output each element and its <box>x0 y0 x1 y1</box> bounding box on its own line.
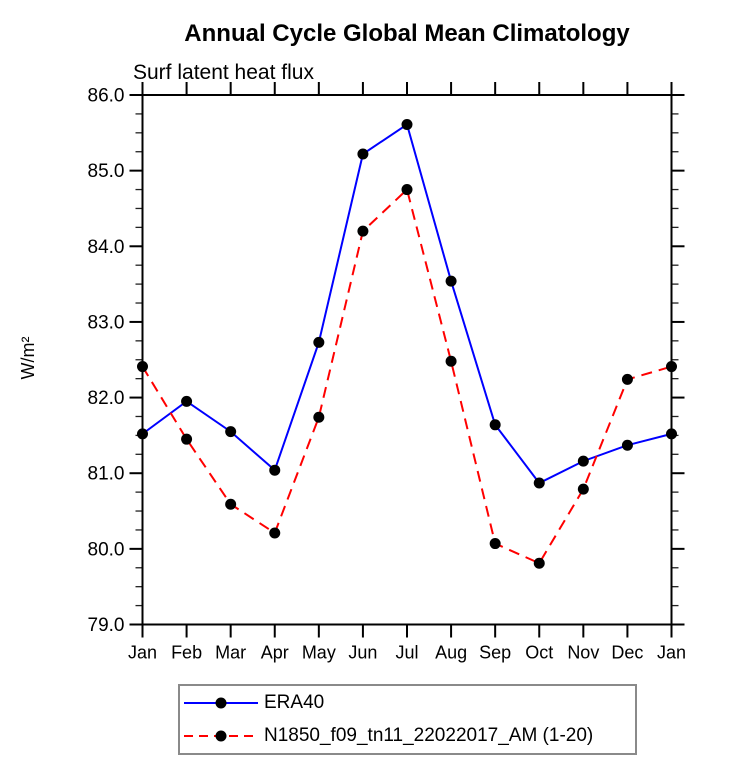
data-point-marker <box>533 557 545 569</box>
legend-item-label: N1850_f09_tn11_22022017_AM (1-20) <box>264 725 594 746</box>
data-point-marker <box>445 275 457 287</box>
data-point-marker <box>666 361 677 373</box>
plot-area: 79.0 80.0 81.0 82.0 83.0 84.0 85.0 86.0 Jan Feb Ma… <box>88 82 686 663</box>
data-point-marker <box>621 439 633 451</box>
data-point-marker <box>225 426 237 438</box>
axis-frame <box>141 94 673 626</box>
data-point-marker <box>445 355 457 367</box>
data-point-marker <box>225 498 237 510</box>
legend-swatch-solid-line <box>184 697 258 709</box>
data-point-marker <box>401 184 413 196</box>
x-tick-label: Mar <box>215 643 246 663</box>
x-tick-label: Aug <box>435 643 467 663</box>
legend-item-n1850: N1850_f09_tn11_22022017_AM (1-20) <box>180 721 635 752</box>
legend-item-label: ERA40 <box>264 692 325 713</box>
legend-item-era40: ERA40 <box>180 688 635 719</box>
x-tick-label: Jun <box>348 643 377 663</box>
x-tick-label: Jul <box>395 643 418 663</box>
data-point-marker <box>181 433 193 445</box>
data-point-marker <box>666 428 677 440</box>
chart-title: Annual Cycle Global Mean Climatology <box>184 20 630 47</box>
y-tick-label: 86.0 <box>88 86 125 107</box>
y-tick-label: 79.0 <box>88 615 125 636</box>
x-tick-label: Jan <box>657 643 686 663</box>
y-axis-title: W/m² <box>18 337 38 380</box>
y-tick-label: 85.0 <box>88 161 125 182</box>
data-point-marker <box>137 428 148 440</box>
data-point-marker <box>577 455 589 467</box>
x-tick-label: Feb <box>171 643 202 663</box>
data-point-marker <box>533 477 545 489</box>
y-tick-label: 81.0 <box>88 464 125 485</box>
data-point-marker <box>489 538 501 550</box>
x-tick-label: May <box>302 643 336 663</box>
data-point-marker <box>401 119 413 131</box>
data-point-marker <box>357 225 369 237</box>
data-point-marker <box>313 411 325 423</box>
chart-subtitle: Surf latent heat flux <box>133 61 314 84</box>
data-point-marker <box>357 148 369 160</box>
y-tick-label: 83.0 <box>88 312 125 333</box>
x-tick-label: Dec <box>611 643 643 663</box>
legend-swatch-dashed-line <box>184 730 258 742</box>
y-tick-label: 84.0 <box>88 237 125 258</box>
data-point-marker <box>137 361 148 373</box>
x-tick-label: Oct <box>525 643 553 663</box>
x-tick-label: Jan <box>128 643 157 663</box>
x-tick-label: Nov <box>567 643 599 663</box>
data-point-marker <box>269 464 281 476</box>
data-point-marker <box>577 483 589 495</box>
data-point-marker <box>489 419 501 431</box>
legend: ERA40 N1850_f09_tn11_22022017_AM (1-20) <box>178 684 637 755</box>
data-point-marker <box>269 527 281 539</box>
x-tick-label: Apr <box>261 643 289 663</box>
y-tick-label: 80.0 <box>88 539 125 560</box>
data-point-marker <box>621 373 633 385</box>
x-tick-label: Sep <box>479 643 511 663</box>
series-line-0 <box>141 122 672 485</box>
data-point-marker <box>181 395 193 407</box>
data-point-marker <box>313 336 325 348</box>
y-tick-label: 82.0 <box>88 388 125 409</box>
series-line-1 <box>141 187 672 565</box>
